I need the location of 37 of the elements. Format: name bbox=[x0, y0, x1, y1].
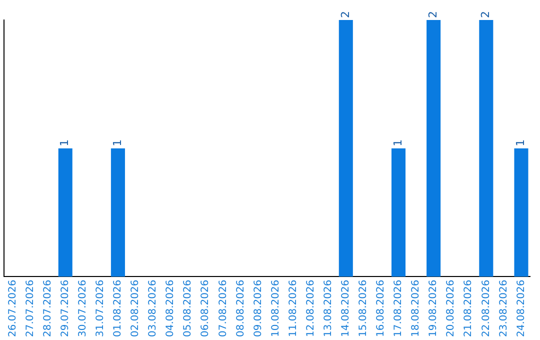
x-tick-label: 14.08.2026 bbox=[340, 280, 352, 338]
x-tick-label: 23.08.2026 bbox=[498, 280, 510, 338]
data-label: 1 bbox=[110, 139, 124, 146]
x-tick-label: 09.08.2026 bbox=[252, 280, 264, 338]
x-tick-label: 05.08.2026 bbox=[182, 280, 194, 338]
x-tick-label: 15.08.2026 bbox=[358, 280, 370, 338]
x-tick-label: 02.08.2026 bbox=[130, 280, 142, 338]
x-tick-label: 04.08.2026 bbox=[165, 280, 176, 338]
data-label: 1 bbox=[58, 139, 72, 146]
x-tick-label: 21.08.2026 bbox=[463, 280, 474, 338]
x-tick-label: 31.07.2026 bbox=[95, 280, 106, 338]
x-tick-label: 01.08.2026 bbox=[112, 280, 124, 338]
x-tick-label: 22.08.2026 bbox=[480, 280, 492, 338]
x-tick-label: 27.07.2026 bbox=[24, 280, 36, 338]
x-tick-label: 28.07.2026 bbox=[42, 280, 54, 338]
x-tick-label: 29.07.2026 bbox=[60, 280, 71, 338]
x-tick-label: 11.08.2026 bbox=[288, 280, 299, 338]
data-label: 1 bbox=[514, 139, 528, 146]
x-tick-label: 06.08.2026 bbox=[200, 280, 212, 338]
x-tick-label: 10.08.2026 bbox=[270, 280, 282, 338]
x-tick-label: 17.08.2026 bbox=[393, 280, 404, 338]
x-tick-label: 19.08.2026 bbox=[428, 280, 440, 338]
x-tick-label: 16.08.2026 bbox=[376, 280, 387, 338]
x-tick-label: 08.08.2026 bbox=[235, 280, 246, 338]
x-tick-label: 12.08.2026 bbox=[305, 280, 316, 338]
x-tick-label: 30.07.2026 bbox=[77, 280, 88, 338]
x-tick-label: 03.08.2026 bbox=[148, 280, 159, 338]
data-label: 2 bbox=[426, 11, 440, 18]
x-tick-label: 26.07.2026 bbox=[7, 280, 18, 338]
x-tick-label: 24.08.2026 bbox=[516, 280, 527, 338]
data-label: 2 bbox=[338, 11, 352, 18]
x-tick-label: 07.08.2026 bbox=[218, 280, 229, 338]
x-tick-label: 13.08.2026 bbox=[322, 280, 334, 338]
data-label: 1 bbox=[391, 139, 404, 146]
x-tick-label: 20.08.2026 bbox=[446, 280, 457, 338]
data-label: 2 bbox=[479, 11, 492, 18]
x-tick-label: 18.08.2026 bbox=[410, 280, 422, 338]
